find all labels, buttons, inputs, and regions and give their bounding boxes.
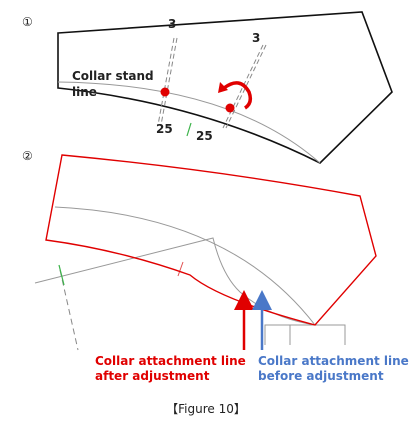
line-label: Collar stand [72, 69, 154, 83]
collar-stand-line [57, 81, 321, 164]
collar-outline [57, 11, 393, 164]
mark-label: 25 [156, 122, 173, 136]
panel-2: ② Collar attachment line after adjustmen… [22, 149, 409, 383]
old-collar-line [54, 206, 316, 326]
rotate-arrow-head [218, 82, 228, 93]
mark-label: 3 [252, 31, 260, 45]
before-label: Collar attachment line [258, 354, 409, 368]
adjusted-collar [45, 154, 377, 326]
before-label: before adjustment [258, 369, 384, 383]
after-label: Collar attachment line [95, 354, 246, 368]
rotate-arrow [222, 81, 253, 110]
point [225, 103, 235, 113]
point [160, 87, 170, 97]
line-label: line [72, 85, 97, 99]
panel-label: ① [22, 15, 33, 29]
dashed-line [222, 44, 267, 129]
panel-1: ① 3 3 Collar stand line 25 25 [22, 11, 393, 164]
green-tick [186, 122, 192, 137]
panel-label: ② [22, 149, 33, 163]
caption: 【Figure 10】 [166, 402, 246, 416]
green-tick [58, 264, 65, 286]
mark-label: 25 [196, 129, 213, 143]
after-label: after adjustment [95, 369, 210, 383]
mark-label: 3 [168, 17, 176, 31]
red-tick [177, 261, 184, 277]
guide-lines [264, 324, 346, 345]
dashed-line [157, 37, 178, 126]
